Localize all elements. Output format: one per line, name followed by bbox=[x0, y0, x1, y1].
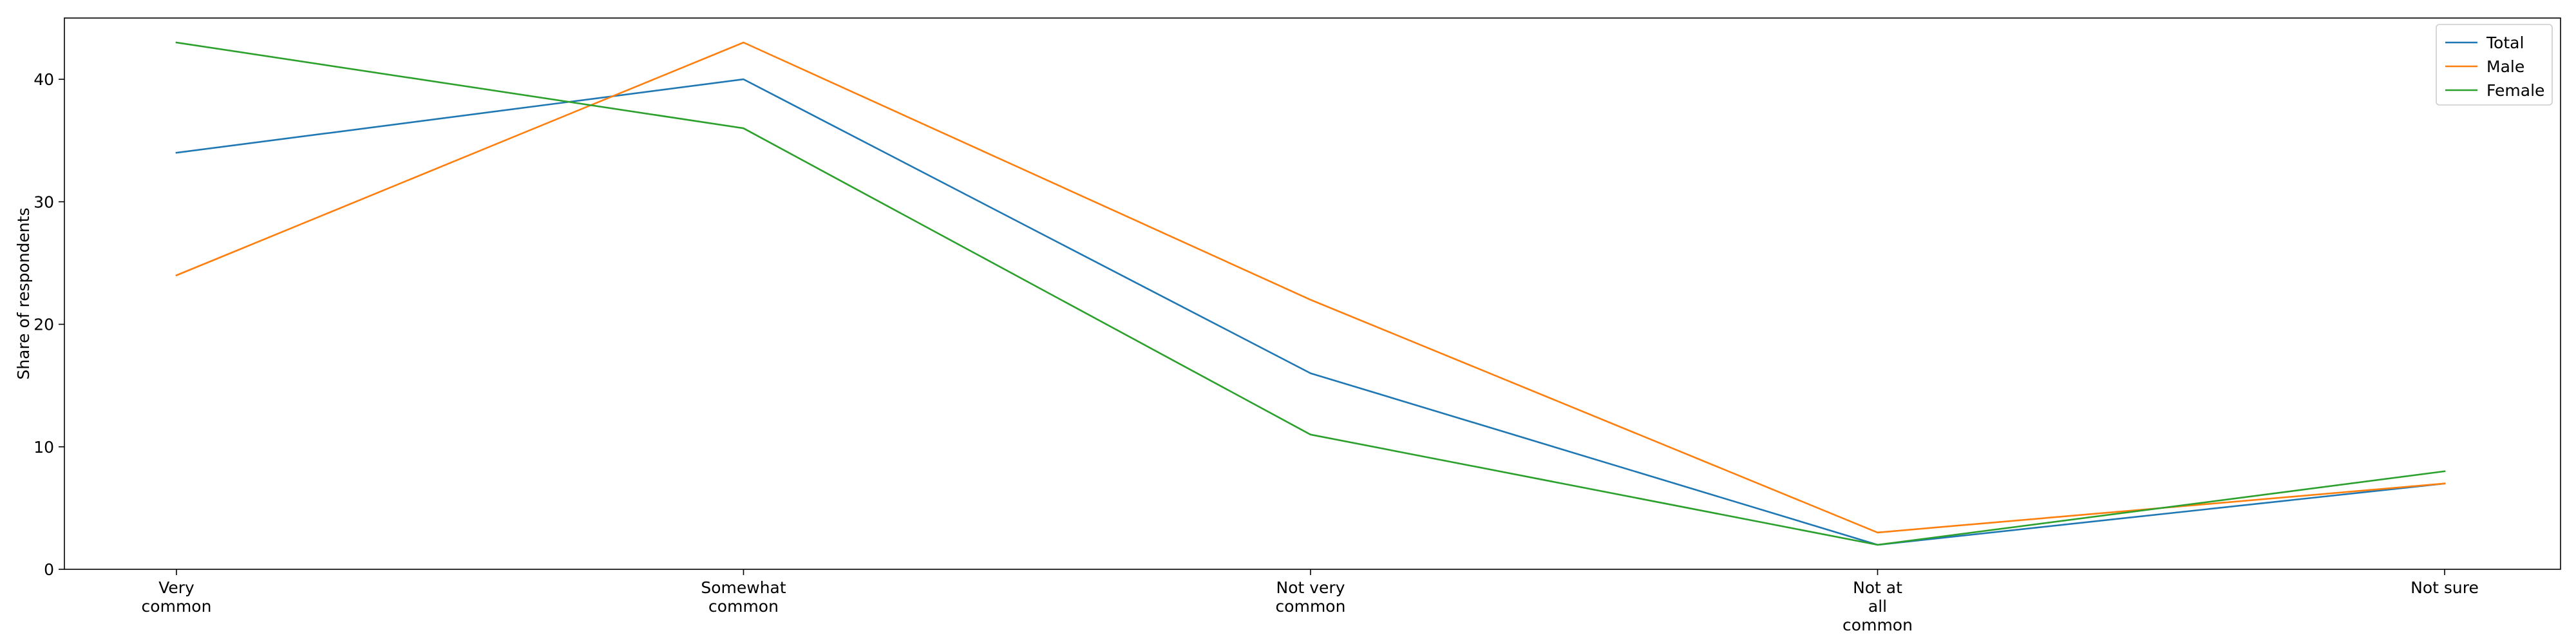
legend: Total Male Female bbox=[2436, 24, 2553, 106]
y-tick-label: 40 bbox=[33, 70, 54, 89]
series-line-total bbox=[175, 78, 2446, 546]
legend-label-female: Female bbox=[2486, 81, 2544, 100]
x-tick-label: Not at all common bbox=[1842, 578, 1913, 634]
x-axis: Very common Somewhat common Not very common No… bbox=[142, 569, 2479, 634]
x-tick-label: Not very common bbox=[1276, 578, 1346, 616]
x-tick-label: Very common bbox=[142, 578, 212, 616]
y-tick-label: 0 bbox=[44, 560, 54, 579]
y-axis: 0 10 20 30 40 bbox=[33, 70, 64, 579]
series-line-female bbox=[175, 41, 2446, 546]
legend-frame bbox=[2436, 24, 2553, 106]
y-axis-label: Share of respondents bbox=[14, 207, 33, 379]
plot-frame bbox=[64, 17, 2561, 570]
y-tick-label: 30 bbox=[33, 193, 54, 211]
x-tick-label: Not sure bbox=[2410, 578, 2479, 597]
series-line-male bbox=[175, 41, 2446, 534]
y-tick-label: 10 bbox=[33, 438, 54, 457]
y-tick-label: 20 bbox=[33, 316, 54, 334]
series-layer bbox=[175, 41, 2446, 546]
legend-label-male: Male bbox=[2486, 57, 2524, 76]
legend-label-total: Total bbox=[2486, 33, 2524, 52]
x-tick-label: Somewhat common bbox=[701, 578, 786, 616]
